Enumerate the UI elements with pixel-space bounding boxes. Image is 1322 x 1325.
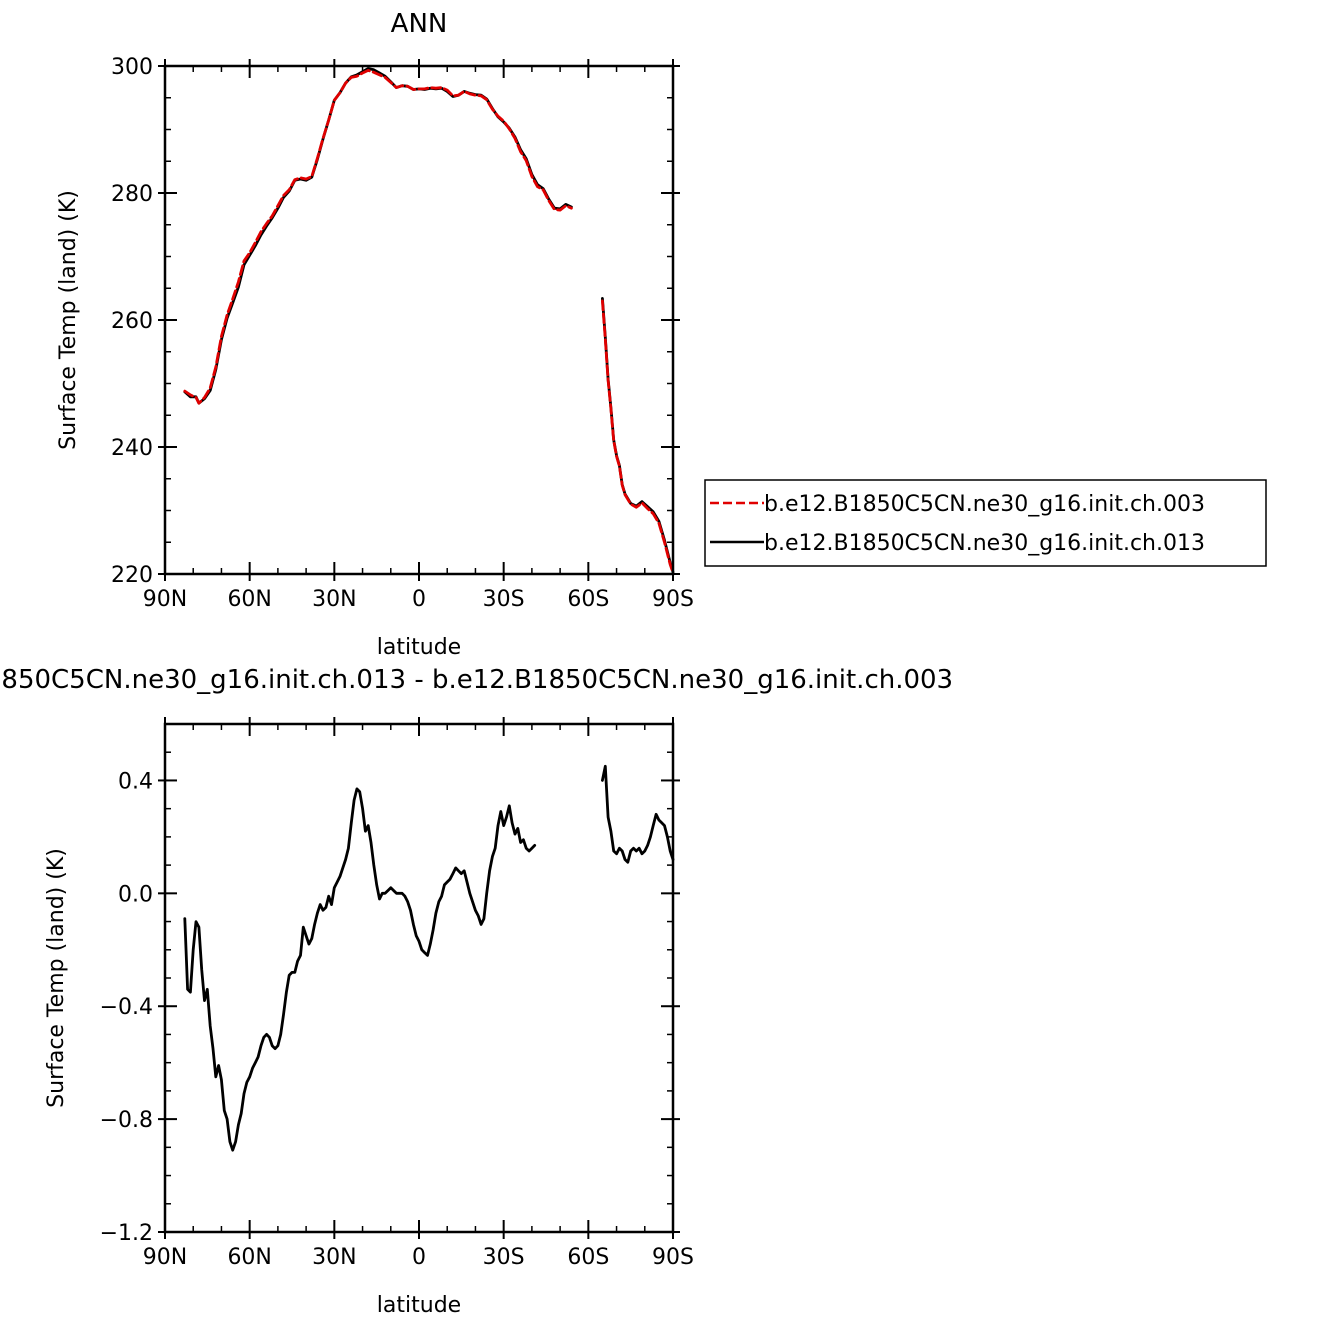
x-tick-label: 60S — [567, 587, 609, 612]
x-tick-label: 90N — [143, 1245, 187, 1270]
x-tick-label: 90N — [143, 587, 187, 612]
y-tick-label: 0.0 — [118, 882, 153, 907]
series-line-0-0 — [183, 69, 573, 405]
y-tick-label: −0.8 — [100, 1108, 153, 1133]
legend-box — [704, 479, 1267, 567]
series-line-0-0 — [601, 299, 675, 575]
bottom-xlabel: latitude — [377, 1293, 461, 1318]
y-tick-label: 220 — [111, 563, 153, 588]
y-tick-label: 240 — [111, 436, 153, 461]
x-tick-label: 90S — [652, 587, 694, 612]
legend-label-ch013: b.e12.B1850C5CN.ne30_g16.init.ch.013 — [764, 531, 1205, 556]
x-tick-label: 30N — [312, 1245, 356, 1270]
top-xlabel: latitude — [377, 635, 461, 660]
x-tick-label: 90S — [652, 1245, 694, 1270]
series-line-0-1 — [183, 67, 573, 405]
x-tick-label: 0 — [412, 587, 426, 612]
x-tick-label: 30N — [312, 587, 356, 612]
bottom-chart-title: b.e12.B1850C5CN.ne30_g16.init.ch.013 - b… — [0, 665, 953, 695]
bottom-plot-frame — [163, 722, 675, 1234]
top-series-lines — [183, 67, 675, 575]
bottom-ylabel: Surface Temp (land) (K) — [44, 848, 69, 1108]
legend: b.e12.B1850C5CN.ne30_g16.init.ch.003 b.e… — [704, 479, 1267, 567]
top-ylabel: Surface Temp (land) (K) — [56, 190, 81, 450]
bottom-ticks: 90N 60N 30N 0 30S 60S 90S −1.2 −0.8 −0.4 0.0 0.4 — [100, 717, 694, 1270]
x-tick-label: 0 — [412, 1245, 426, 1270]
x-tick-label: 60N — [227, 587, 271, 612]
top-chart-title: ANN — [391, 9, 448, 39]
bottom-series-lines — [183, 764, 675, 1152]
series-line-1-0 — [183, 787, 537, 1152]
bottom-panel: b.e12.B1850C5CN.ne30_g16.init.ch.013 - b… — [0, 665, 953, 1318]
y-tick-label: 260 — [111, 309, 153, 334]
x-tick-label: 30S — [483, 587, 525, 612]
legend-label-ch003: b.e12.B1850C5CN.ne30_g16.init.ch.003 — [764, 492, 1205, 517]
x-tick-label: 30S — [483, 1245, 525, 1270]
x-tick-label: 60S — [567, 1245, 609, 1270]
x-tick-label: 60N — [227, 1245, 271, 1270]
top-panel: ANN Surface Temp (land) (K) latitude 90N… — [56, 9, 694, 660]
series-line-1-0 — [601, 764, 675, 864]
top-plot-frame — [163, 64, 675, 576]
top-ticks: 90N 60N 30N 0 30S 60S 90S 220 240 260 280 300 — [111, 55, 694, 612]
y-tick-label: 0.4 — [118, 769, 153, 794]
y-tick-label: 300 — [111, 55, 153, 80]
y-tick-label: −1.2 — [100, 1221, 153, 1246]
y-tick-label: 280 — [111, 182, 153, 207]
y-tick-label: −0.4 — [100, 995, 153, 1020]
